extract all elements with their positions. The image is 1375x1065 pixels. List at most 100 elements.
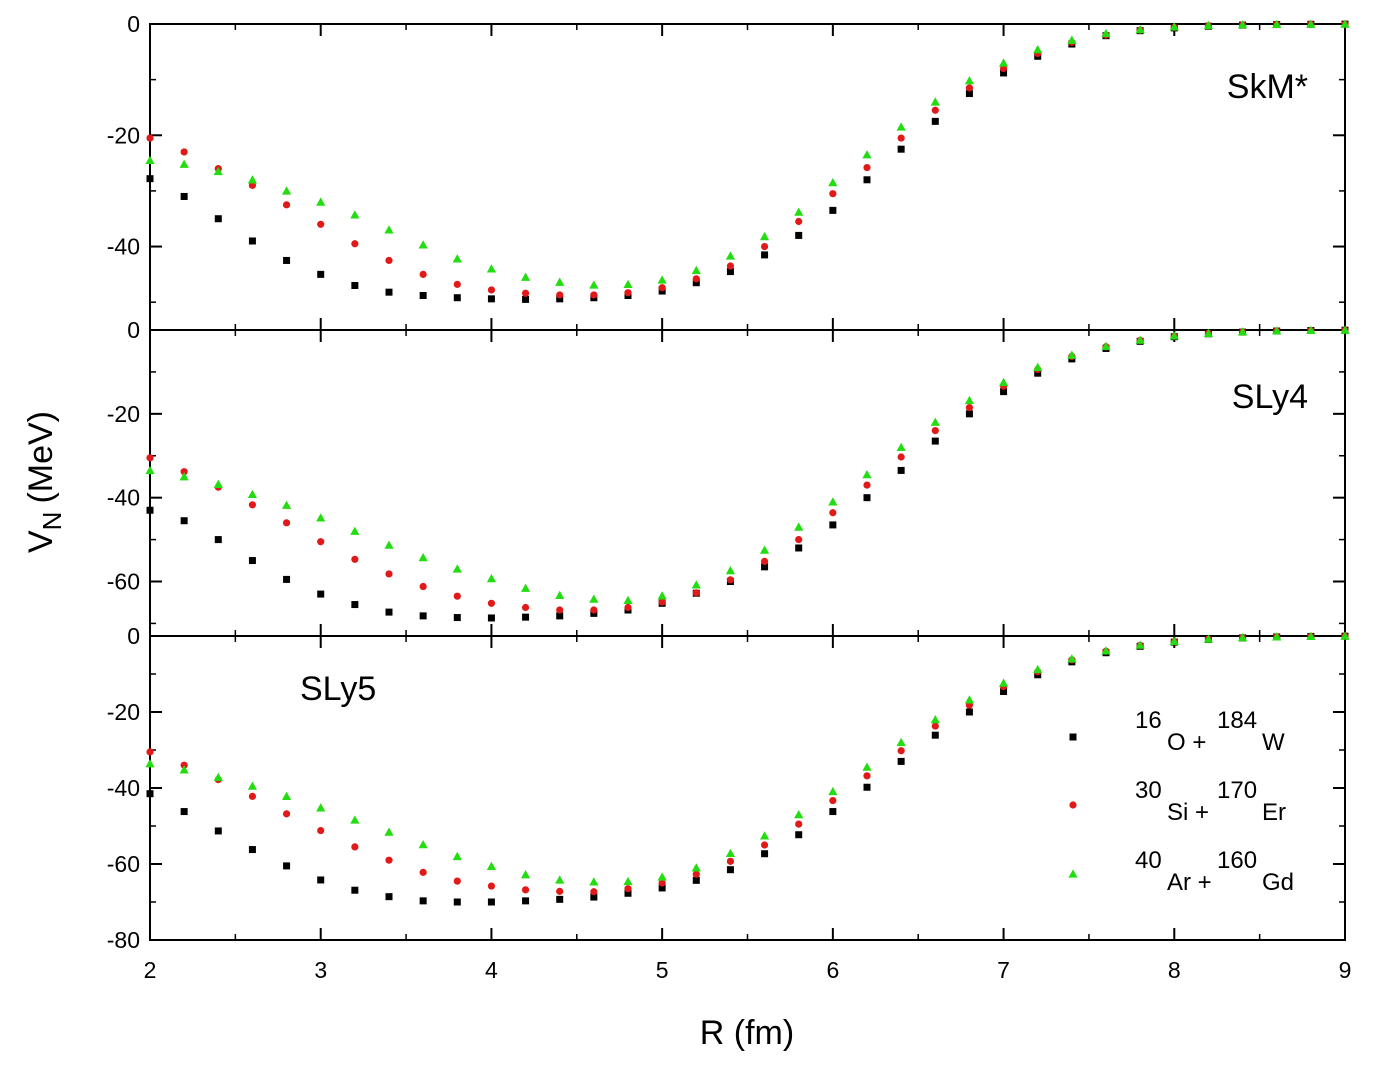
data-point-s1 [863, 494, 871, 502]
data-point-s3 [759, 545, 770, 554]
data-point-s1 [624, 889, 632, 897]
data-point-s1 [214, 215, 222, 223]
data-point-s1 [829, 206, 837, 214]
y-tick-label: -20 [107, 699, 140, 725]
data-point-s3 [316, 513, 326, 522]
data-point-s3 [350, 210, 360, 219]
legend-label: 40Ar +160Gd [1135, 847, 1294, 896]
x-tick-label: 4 [485, 957, 498, 983]
panel-frame-2 [149, 329, 1346, 637]
y-tick-label: -60 [107, 569, 140, 595]
axis-labels: 0 -20 -40 SkM* 0 -20 -40 -60 SLy4 0 -20 -40 -60 -80 SL… [107, 11, 1352, 983]
x-axis-title: R (fm) [700, 1014, 794, 1052]
data-point-s3 [1203, 328, 1214, 338]
data-point-s3 [316, 803, 326, 812]
data-point-s1 [248, 237, 256, 245]
data-point-s2 [146, 134, 154, 142]
data-point-s1 [283, 862, 291, 870]
data-point-s1 [522, 295, 530, 303]
legend-marker-s1 [1069, 733, 1077, 741]
x-tick-label: 7 [997, 957, 1010, 983]
data-point-s3 [725, 251, 736, 260]
data-point-s3 [316, 197, 326, 206]
data-point-s3 [862, 150, 872, 159]
legend-element-2: Gd [1262, 869, 1294, 896]
data-point-s1 [487, 898, 495, 906]
data-point-s3 [520, 583, 531, 592]
data-point-s3 [384, 540, 394, 549]
data-point-s2 [282, 810, 291, 818]
panel-frames [149, 23, 1346, 941]
data-point-s1 [761, 563, 769, 571]
data-point-s1 [419, 897, 427, 905]
data-point-s1 [829, 808, 837, 816]
data-point-s2 [897, 747, 905, 755]
data-point-s2 [146, 748, 154, 756]
y-axis-title-sub: N [37, 512, 67, 531]
data-point-s3 [896, 442, 906, 452]
y-tick-label: -40 [107, 775, 140, 801]
data-point-s3 [1067, 350, 1077, 359]
data-point-s3 [486, 573, 497, 583]
data-point-s3 [589, 280, 599, 289]
data-point-s3 [452, 564, 462, 573]
data-point-s3 [896, 737, 906, 747]
data-point-s3 [486, 861, 497, 870]
data-point-s3 [520, 272, 531, 281]
data-point-s1 [556, 295, 564, 303]
data-point-s3 [828, 177, 838, 187]
data-point-s2 [795, 820, 803, 828]
data-point-s2 [521, 289, 530, 297]
data-point-s3 [1135, 24, 1145, 34]
data-point-s3 [828, 786, 838, 796]
svg-text:VN(MeV): VN (MeV) [22, 411, 67, 553]
data-point-s2 [248, 181, 257, 189]
data-point-s2 [863, 772, 871, 780]
data-point-s3 [1067, 654, 1077, 663]
data-point-s1 [146, 175, 154, 183]
data-point-s1 [214, 536, 222, 544]
legend-label: 16O + 184W [1135, 707, 1285, 756]
data-point-s3 [794, 810, 804, 819]
data-point-s1 [180, 808, 188, 816]
data-point-s2 [590, 291, 598, 299]
data-point-s3 [657, 275, 667, 284]
data-point-s1 [146, 506, 154, 514]
data-point-s2 [726, 262, 735, 270]
data-point-s2 [180, 148, 188, 156]
x-tick-label: 8 [1168, 957, 1181, 983]
legend-mass-2: 160 [1217, 847, 1257, 874]
data-point-s1 [931, 117, 939, 125]
data-point-s2 [556, 887, 564, 895]
data-point-s1 [522, 897, 530, 905]
data-point-s2 [931, 722, 939, 730]
data-point-s2 [965, 403, 974, 412]
data-point-s3 [1340, 631, 1350, 640]
legend-mass-1: 30 [1135, 777, 1162, 804]
data-point-s3 [657, 591, 667, 600]
data-point-s3 [1306, 325, 1316, 335]
data-point-s2 [556, 291, 564, 299]
data-point-s3 [145, 155, 155, 164]
data-point-s1 [248, 557, 256, 565]
data-point-s2 [419, 868, 427, 876]
data-point-s2 [931, 106, 939, 114]
data-point-s1 [453, 294, 461, 302]
panel-frame-1 [149, 23, 1346, 331]
data-point-s3 [1033, 664, 1043, 674]
data-point-s1 [965, 90, 973, 98]
data-point-s3 [1237, 20, 1248, 29]
data-point-s2 [795, 535, 803, 544]
data-point-s1 [385, 288, 393, 296]
data-point-s3 [1272, 632, 1282, 641]
data-point-s3 [384, 225, 394, 234]
data-point-s3 [452, 851, 462, 861]
data-point-s3 [691, 863, 701, 872]
data-point-s3 [350, 815, 360, 824]
data-point-s3 [725, 848, 736, 858]
data-point-s1 [351, 601, 359, 609]
data-point-s2 [624, 603, 632, 612]
legend-element-1: O + [1167, 729, 1206, 756]
data-point-s2 [282, 201, 291, 209]
